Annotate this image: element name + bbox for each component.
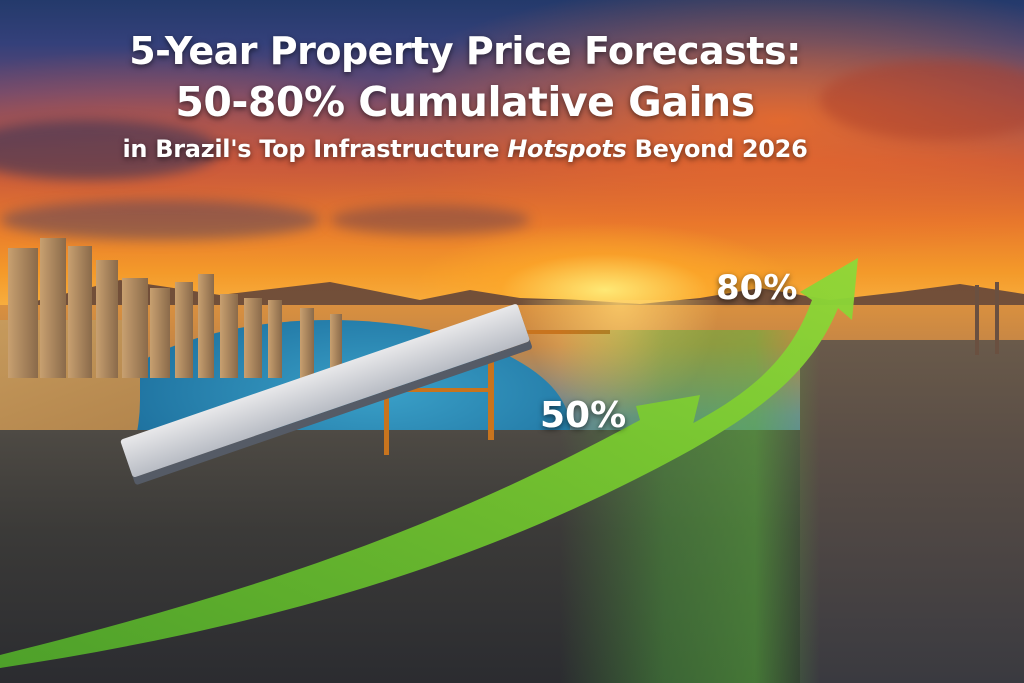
marker-50-percent: 50% — [540, 395, 627, 436]
cloud — [330, 205, 530, 235]
port-crane — [975, 285, 979, 355]
skyline-left — [0, 238, 480, 378]
port-crane — [995, 282, 999, 354]
crane-jib — [338, 388, 488, 392]
headline-line-3-end: Beyond 2026 — [626, 135, 808, 163]
cloud — [0, 120, 220, 180]
cloud — [820, 60, 1024, 140]
crane — [384, 365, 389, 455]
marker-80-percent: 80% — [716, 268, 798, 308]
headline-line-2: 50-80% Cumulative Gains — [175, 78, 755, 126]
headline-line-3-start: in Brazil's Top Infrastructure — [122, 135, 508, 163]
headline-line-3: in Brazil's Top Infrastructure Hotspots … — [0, 132, 930, 166]
headline-line-1: 5-Year Property Price Forecasts: — [129, 29, 801, 73]
headline-emphasis: Hotspots — [507, 135, 627, 163]
crane — [488, 315, 494, 440]
port-district — [800, 340, 1024, 683]
headline: 5-Year Property Price Forecasts: 50-80% … — [0, 28, 930, 166]
cloud — [0, 200, 320, 240]
